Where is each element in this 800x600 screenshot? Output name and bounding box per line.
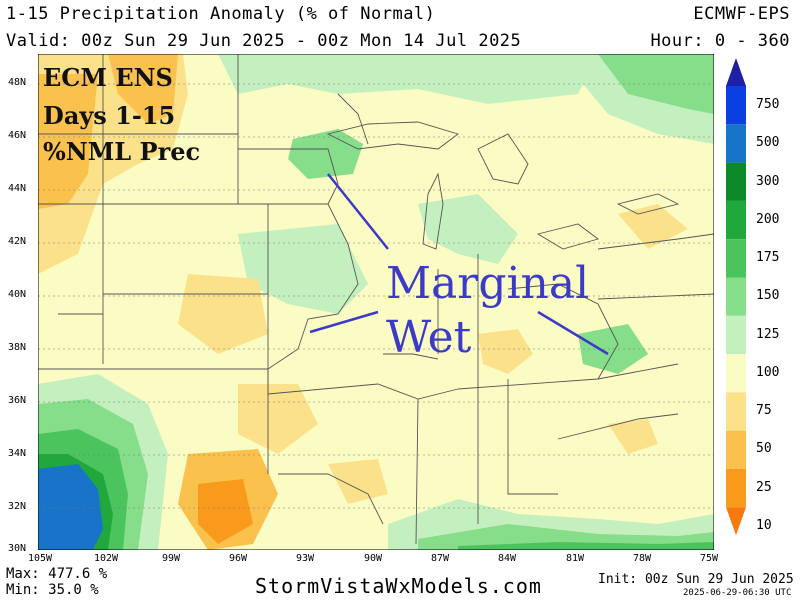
anomaly-shading: [38, 54, 714, 550]
legend-swatch: [726, 507, 746, 536]
lon-label: 78W: [633, 553, 652, 564]
model-label-line1: ECM ENS: [43, 63, 173, 92]
legend-label: 125: [756, 327, 779, 342]
model-label-line3: %NML Prec: [43, 137, 200, 166]
legend-label: 300: [756, 174, 779, 189]
forecast-hour-range: Hour: 0 - 360: [650, 31, 790, 51]
legend-label: 750: [756, 97, 779, 112]
lat-label: 32N: [8, 501, 27, 512]
lon-label: 84W: [498, 553, 517, 564]
legend-swatch: [726, 430, 746, 469]
init-time: Init: 00z Sun 29 Jun 2025: [598, 572, 794, 587]
legend-swatch: [726, 200, 746, 240]
legend-swatch: [726, 86, 746, 125]
legend-swatch: [726, 469, 746, 508]
lon-label: 87W: [431, 553, 450, 564]
legend-swatch: [726, 58, 746, 86]
lon-label: 102W: [94, 553, 119, 564]
max-value: Max: 477.6 %: [6, 566, 108, 582]
legend-swatch: [726, 277, 746, 316]
valid-period: Valid: 00z Sun 29 Jun 2025 - 00z Mon 14 …: [6, 31, 522, 51]
legend-label: 50: [756, 441, 772, 456]
legend-swatch: [726, 239, 746, 278]
legend-label: 500: [756, 135, 779, 150]
lat-label: 30N: [8, 543, 27, 554]
legend-swatch: [726, 315, 746, 355]
lat-label: 48N: [8, 77, 27, 88]
legend-label: 200: [756, 212, 779, 227]
lon-label: 105W: [28, 553, 53, 564]
lon-label: 96W: [229, 553, 248, 564]
legend-swatch: [726, 354, 746, 393]
legend-label: 100: [756, 365, 779, 380]
lat-label: 44N: [8, 183, 27, 194]
legend-swatch: [726, 124, 746, 163]
model-name: ECMWF-EPS: [693, 4, 790, 24]
timestamp: 2025-06-29-06:30 UTC: [683, 588, 792, 598]
precip-anomaly-map: ECM ENS Days 1-15 %NML Prec Marginal Wet: [38, 54, 714, 550]
great-lakes: [326, 121, 680, 250]
lon-label: 81W: [566, 553, 585, 564]
color-legend: 750 500 300 200 175 150 125 100 75 50 25…: [726, 58, 779, 536]
lat-label: 40N: [8, 289, 27, 300]
legend-label: 10: [756, 518, 772, 533]
lat-label: 36N: [8, 395, 27, 406]
lat-label: 46N: [8, 130, 27, 141]
lat-label: 34N: [8, 448, 27, 459]
legend-swatches: [726, 58, 746, 536]
lon-label: 93W: [296, 553, 315, 564]
annotation-line1: Marginal: [386, 258, 589, 309]
legend-swatch: [726, 162, 746, 201]
min-value: Min: 35.0 %: [6, 582, 99, 598]
lon-label: 90W: [364, 553, 383, 564]
legend-label: 175: [756, 250, 779, 265]
wet-annotation: Marginal Wet: [309, 173, 609, 363]
lat-label: 38N: [8, 342, 27, 353]
lon-label: 99W: [162, 553, 181, 564]
lon-label: 75W: [700, 553, 719, 564]
site-url: StormVistaWxModels.com: [255, 574, 542, 598]
model-label-line2: Days 1-15: [43, 101, 175, 130]
lat-label: 42N: [8, 236, 27, 247]
legend-label: 75: [756, 403, 772, 418]
legend-label: 25: [756, 480, 772, 495]
chart-title: 1-15 Precipitation Anomaly (% of Normal): [6, 4, 436, 24]
annotation-line2: Wet: [386, 312, 472, 363]
legend-swatch: [726, 392, 746, 431]
legend-label: 150: [756, 288, 779, 303]
